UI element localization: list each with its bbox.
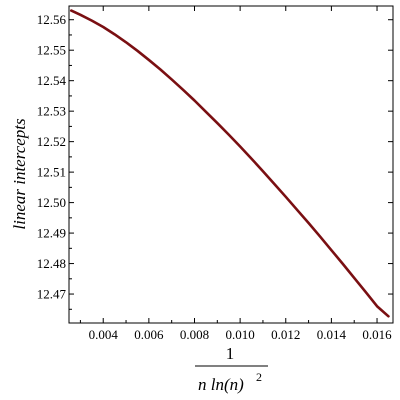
y-tick-label: 12.52 (37, 134, 66, 149)
x-axis-label-denominator: n ln(n) (198, 375, 244, 394)
y-tick-label: 12.51 (37, 165, 66, 180)
y-tick-label: 12.55 (37, 43, 66, 58)
x-tick-label: 0.016 (362, 327, 392, 342)
y-tick-label: 12.47 (37, 287, 67, 302)
x-tick-label: 0.004 (89, 327, 119, 342)
x-tick-label: 0.008 (180, 327, 209, 342)
y-tick-label: 12.49 (37, 226, 66, 241)
y-tick-label: 12.54 (37, 73, 67, 88)
y-tick-label: 12.53 (37, 104, 66, 119)
plot-frame (68, 5, 394, 324)
y-tick-label: 12.50 (37, 195, 66, 210)
x-axis-label-numerator: 1 (226, 344, 235, 363)
x-tick-label: 0.012 (271, 327, 300, 342)
x-tick-label: 0.006 (134, 327, 164, 342)
y-tick-label: 12.56 (37, 12, 67, 27)
series-line (69, 9, 390, 318)
y-tick-label: 12.48 (37, 256, 66, 271)
x-axis-label: 1 n ln(n) 2 (195, 344, 268, 394)
x-tick-label: 0.010 (226, 327, 255, 342)
y-axis-label: linear intercepts (10, 118, 29, 230)
x-tick-label: 0.014 (317, 327, 347, 342)
x-axis-label-exponent: 2 (256, 370, 262, 384)
